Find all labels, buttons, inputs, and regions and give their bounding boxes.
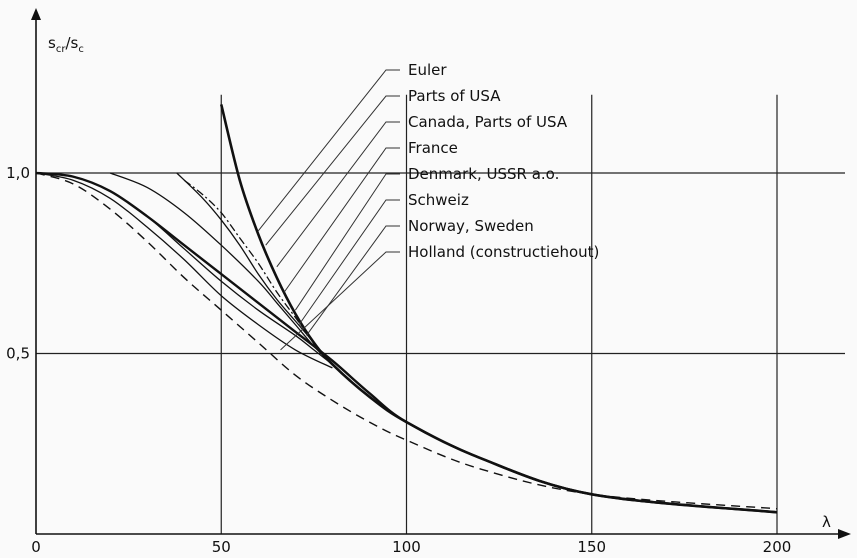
x-axis-label: λ (822, 513, 831, 531)
legend-leader-4 (294, 173, 400, 311)
legend-leader-0 (257, 69, 400, 232)
legend-label-4: Denmark, USSR a.o. (408, 165, 559, 183)
y-tick-label-0,5: 0,5 (6, 345, 30, 363)
legend-leader-1 (265, 95, 400, 246)
y-axis-label: scr/sc (48, 34, 84, 55)
y-tick-label-1,0: 1,0 (6, 164, 30, 182)
legend: Euler Parts of USA Canada, Parts of USA Fra… (257, 61, 599, 351)
series-line-3 (183, 179, 407, 423)
axes (31, 8, 851, 539)
legend-label-5: Schweiz (408, 191, 469, 209)
grid (36, 94, 845, 534)
legend-leader-5 (298, 199, 400, 325)
legend-leader-7 (280, 251, 400, 351)
x-axis-arrow (838, 529, 851, 539)
legend-label-1: Parts of USA (408, 87, 501, 105)
legend-label-6: Norway, Sweden (408, 217, 534, 235)
series-line-2 (176, 172, 333, 365)
legend-leader-6 (306, 225, 400, 336)
tick-labels: 0 50 100 150 200 0,5 1,0 (6, 164, 791, 556)
series-line-4 (35, 172, 333, 365)
legend-leader-2 (276, 121, 400, 268)
series-line-7 (35, 172, 778, 510)
y-axis-arrow (31, 8, 41, 20)
series-line-6 (35, 172, 333, 369)
legend-label-2: Canada, Parts of USA (408, 113, 568, 131)
x-tick-label-200: 200 (763, 538, 792, 556)
legend-label-7: Holland (constructiehout) (408, 243, 599, 261)
legend-label-0: Euler (408, 61, 447, 79)
x-tick-label-100: 100 (392, 538, 421, 556)
curves (35, 104, 778, 514)
x-tick-label-50: 50 (212, 538, 231, 556)
legend-label-3: France (408, 139, 458, 157)
series-line-1 (109, 172, 333, 365)
series-line-5 (35, 171, 778, 514)
legend-leader-3 (283, 147, 400, 293)
x-tick-label-0: 0 (31, 538, 41, 556)
x-tick-label-150: 150 (577, 538, 606, 556)
